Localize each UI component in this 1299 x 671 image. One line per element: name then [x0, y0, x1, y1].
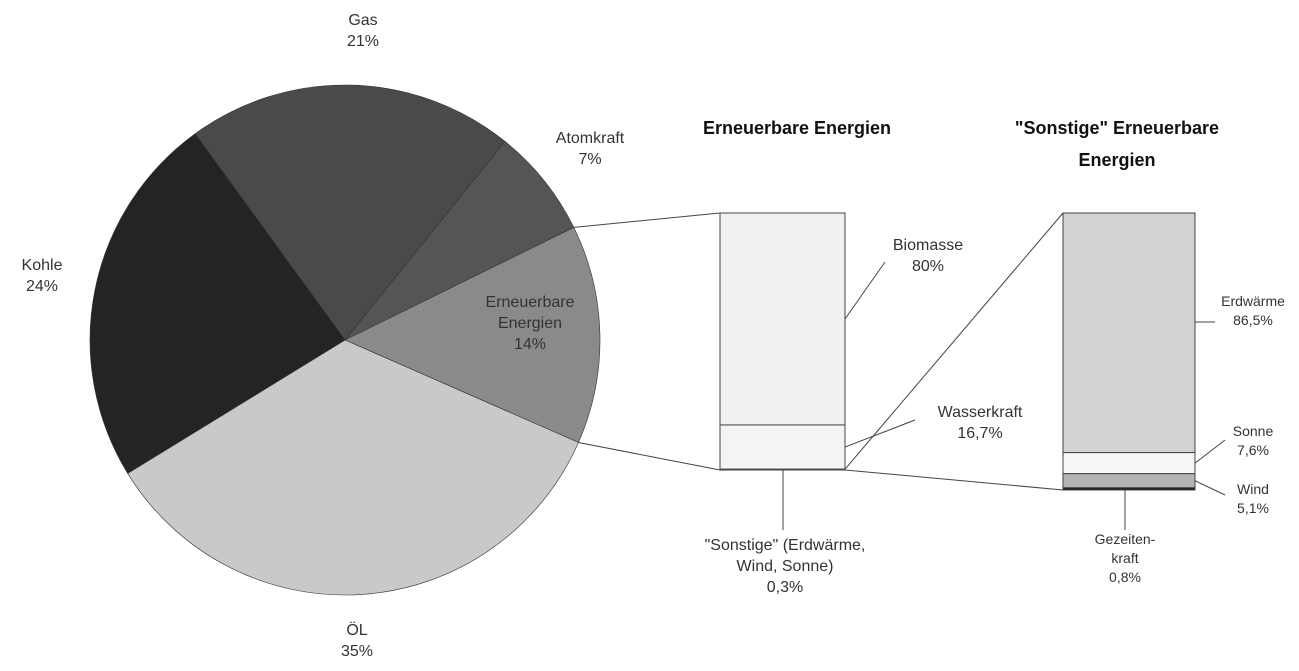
label-value: 7,6% [1237, 442, 1269, 458]
label-value: 0,3% [766, 579, 804, 596]
pie-slice [127, 339, 579, 596]
data-label: Gas 21% [347, 10, 379, 52]
label-name: Kohle [21, 257, 63, 274]
label-name: Gezeiten-kraft [1094, 531, 1156, 566]
data-label: Gezeiten-kraft 0,8% [1090, 530, 1160, 587]
data-label: Biomasse 80% [893, 235, 963, 277]
data-label: Atomkraft 7% [556, 128, 624, 170]
label-value: 86,5% [1233, 312, 1273, 328]
label-value: 16,7% [957, 425, 1003, 442]
leader-line [844, 261, 886, 320]
data-label: ÖL 35% [341, 620, 373, 662]
label-value: 14% [513, 336, 547, 353]
data-label: Erdwärme 86,5% [1221, 292, 1285, 330]
leader-line [1194, 439, 1226, 464]
pie-slice [89, 133, 346, 474]
label-name: Sonne [1232, 423, 1274, 439]
label-name: Erdwärme [1221, 293, 1285, 309]
label-value: 35% [340, 643, 374, 660]
bar-segment [719, 468, 846, 471]
leader-line [578, 442, 721, 471]
label-name: Wind [1237, 481, 1269, 497]
label-value: 21% [346, 33, 380, 50]
label-value: 80% [911, 258, 945, 275]
label-name: Wasserkraft [937, 404, 1023, 421]
bar-segment [1062, 487, 1196, 491]
label-name: Biomasse [892, 237, 964, 254]
label-value: 7% [578, 151, 602, 168]
pie-slice [344, 140, 575, 341]
data-label: "Sonstige" (Erdwärme, Wind, Sonne) 0,3% [685, 535, 885, 598]
label-name: Erneuerbare Energien [485, 294, 575, 332]
label-name: Atomkraft [555, 130, 625, 147]
label-name: Gas [348, 12, 378, 29]
leader-line [844, 469, 1064, 491]
bar-segment [1062, 473, 1196, 489]
leader-line [844, 419, 916, 448]
data-label: Sonne 7,6% [1233, 422, 1273, 460]
data-label: Kohle 24% [22, 255, 63, 297]
pie-slice [344, 227, 601, 443]
bar-title: Erneuerbare Energien [702, 118, 892, 138]
label-value: 24% [25, 278, 59, 295]
label-name: "Sonstige" (Erdwärme, Wind, Sonne) [704, 537, 866, 575]
bar-segment [719, 424, 846, 470]
data-label: Wind 5,1% [1237, 480, 1269, 518]
leader-line [844, 212, 1064, 470]
pie-slice [194, 84, 506, 341]
data-label: Wasserkraft 16,7% [938, 402, 1023, 444]
bar-title: "Sonstige" Erneuerbare Energien [1014, 118, 1220, 170]
bar-segment [719, 212, 846, 426]
label-value: 5,1% [1237, 500, 1269, 516]
label-name: ÖL [346, 622, 368, 639]
bar-segment [1062, 212, 1196, 454]
label-value: 0,8% [1109, 569, 1141, 585]
leader-line [573, 212, 721, 228]
data-label: Erneuerbare Energien 14% [470, 292, 590, 355]
bar-segment [1062, 452, 1196, 475]
leader-line [1194, 480, 1226, 496]
